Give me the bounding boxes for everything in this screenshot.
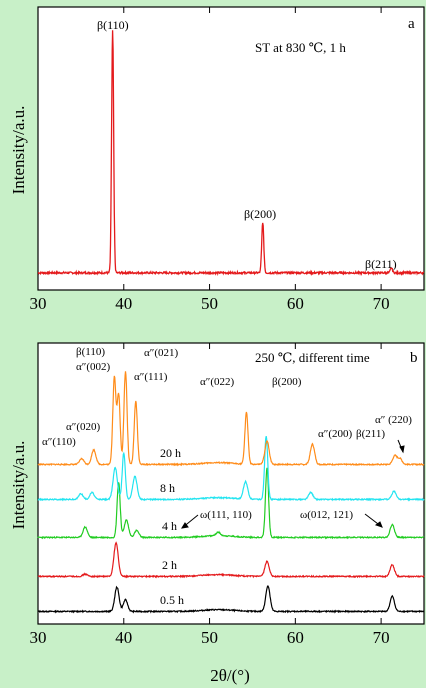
- panel-b-condition: 250 ℃, different time: [255, 350, 370, 365]
- series-label-4h: 4 h: [162, 519, 177, 533]
- peak-label-beta211-a: β(211): [365, 257, 397, 271]
- peak-label-beta110-a: β(110): [97, 18, 129, 32]
- ann-alpha111: α″(111): [134, 371, 168, 383]
- ann-alpha220: α″ (220): [375, 414, 412, 426]
- series-label-8h: 8 h: [160, 481, 175, 495]
- ann-beta200-b: β(200): [272, 376, 302, 388]
- peak-label-beta200-a: β(200): [244, 207, 276, 221]
- panel-a-condition: ST at 830 ℃, 1 h: [255, 40, 346, 55]
- ann-beta110-b: β(110): [76, 346, 105, 358]
- x-tick-label: 60: [287, 628, 304, 647]
- ann-omega111-110: ω(111, 110): [200, 509, 252, 521]
- panel-b-y-axis-title: Intensity/a.u.: [9, 441, 28, 530]
- ann-alpha022: α″(022): [200, 376, 235, 388]
- panel-a-plot-area: [37, 6, 425, 291]
- xrd-trace-4-h: [37, 467, 425, 540]
- x-tick-label: 70: [373, 294, 390, 313]
- xrd-trace-0-5-h: [37, 585, 425, 614]
- x-tick-label: 50: [201, 294, 218, 313]
- x-tick-label: 30: [30, 628, 47, 647]
- xrd-trace-8-h: [37, 435, 425, 502]
- x-tick-label: 70: [373, 628, 390, 647]
- x-tick-label: 40: [115, 294, 132, 313]
- panel-a: a ST at 830 ℃, 1 h β(110) β(200) β(211) …: [9, 6, 425, 313]
- series-label-2h: 2 h: [162, 558, 177, 572]
- panel-a-letter: a: [408, 16, 415, 32]
- panel-a-y-axis-title: Intensity/a.u.: [9, 106, 28, 195]
- panel-a-x-ticks: 30 40 50 60 70: [30, 7, 390, 313]
- x-tick-label: 60: [287, 294, 304, 313]
- panel-b-x-ticks: 30 40 50 60 70: [30, 343, 390, 647]
- panel-b-xrd-traces: [37, 371, 425, 614]
- annotation-arrows: [181, 439, 405, 529]
- ann-alpha200: α″(200): [318, 428, 353, 440]
- xrd-trace-20-h: [37, 371, 425, 467]
- series-label-0-5h: 0.5 h: [160, 593, 184, 607]
- x-tick-label: 30: [30, 294, 47, 313]
- x-tick-label: 50: [201, 628, 218, 647]
- ann-beta211-b: β(211): [356, 428, 385, 440]
- xrd-trace-2-h: [37, 541, 425, 579]
- panel-b-letter: b: [410, 350, 418, 366]
- ann-alpha002: α″(002): [76, 361, 111, 373]
- ann-alpha020: α″(020): [66, 421, 101, 433]
- ann-alpha021: α″(021): [144, 347, 179, 359]
- panel-a-xrd-trace: [37, 30, 425, 277]
- series-label-20h: 20 h: [160, 446, 181, 460]
- ann-omega012-121: ω(012, 121): [300, 509, 353, 521]
- x-tick-label: 40: [115, 628, 132, 647]
- ann-alpha110: α″(110): [42, 436, 76, 448]
- x-axis-title: 2θ/(°): [210, 666, 250, 685]
- panel-b: b 250 ℃, different time 20 h 8 h 4 h 2 h…: [9, 342, 425, 685]
